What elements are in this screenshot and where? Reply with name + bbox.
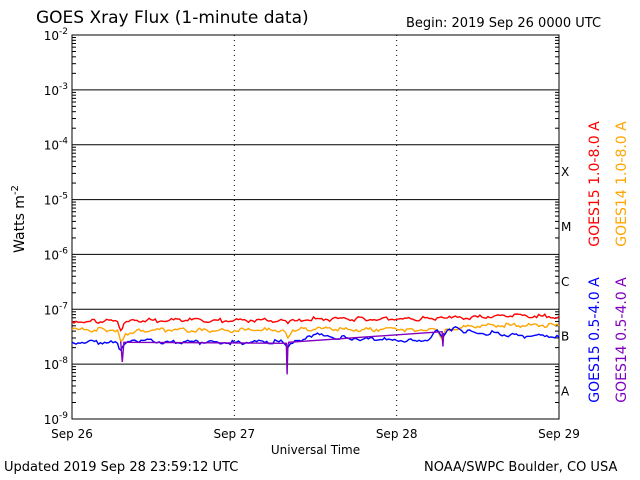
x-tick-label: Sep 29 bbox=[538, 427, 580, 441]
plot-frame bbox=[71, 34, 560, 420]
flare-class-label: C bbox=[561, 275, 569, 289]
series-line bbox=[71, 313, 560, 332]
x-axis-label: Universal Time bbox=[271, 443, 360, 457]
y-tick-label: 10-6 bbox=[44, 246, 69, 262]
credit-text: NOAA/SWPC Boulder, CO USA bbox=[424, 460, 618, 475]
y-tick-label: 10-9 bbox=[44, 411, 69, 427]
chart-title: GOES Xray Flux (1-minute data) bbox=[36, 8, 309, 28]
x-tick-label: Sep 26 bbox=[51, 427, 93, 441]
legend-entry: GOES15 1.0-8.0 A bbox=[587, 121, 603, 247]
updated-timestamp: Updated 2019 Sep 28 23:59:12 UTC bbox=[4, 460, 239, 475]
y-tick-label: 10-4 bbox=[44, 137, 69, 153]
y-tick-label: 10-8 bbox=[44, 356, 69, 372]
legend-entry: GOES14 0.5-4.0 A bbox=[614, 277, 630, 403]
legend-entry: GOES14 1.0-8.0 A bbox=[614, 121, 630, 247]
begin-time: Begin: 2019 Sep 26 0000 UTC bbox=[406, 16, 602, 31]
y-tick-label: 10-3 bbox=[44, 82, 68, 98]
series-line bbox=[120, 330, 445, 375]
x-tick-label: Sep 27 bbox=[213, 427, 255, 441]
legend-entry: GOES15 0.5-4.0 A bbox=[587, 277, 603, 403]
series-line bbox=[71, 322, 560, 343]
y-axis-label: Watts m-2 bbox=[10, 185, 28, 253]
y-tick-label: 10-2 bbox=[44, 27, 68, 43]
y-tick-label: 10-5 bbox=[44, 192, 68, 208]
flare-class-label: A bbox=[561, 385, 570, 399]
y-tick-label: 10-7 bbox=[44, 301, 68, 317]
flare-class-label: X bbox=[561, 165, 569, 179]
flare-class-label: M bbox=[561, 220, 571, 234]
x-tick-label: Sep 28 bbox=[376, 427, 418, 441]
series-line bbox=[71, 326, 560, 352]
flare-class-label: B bbox=[561, 330, 569, 344]
